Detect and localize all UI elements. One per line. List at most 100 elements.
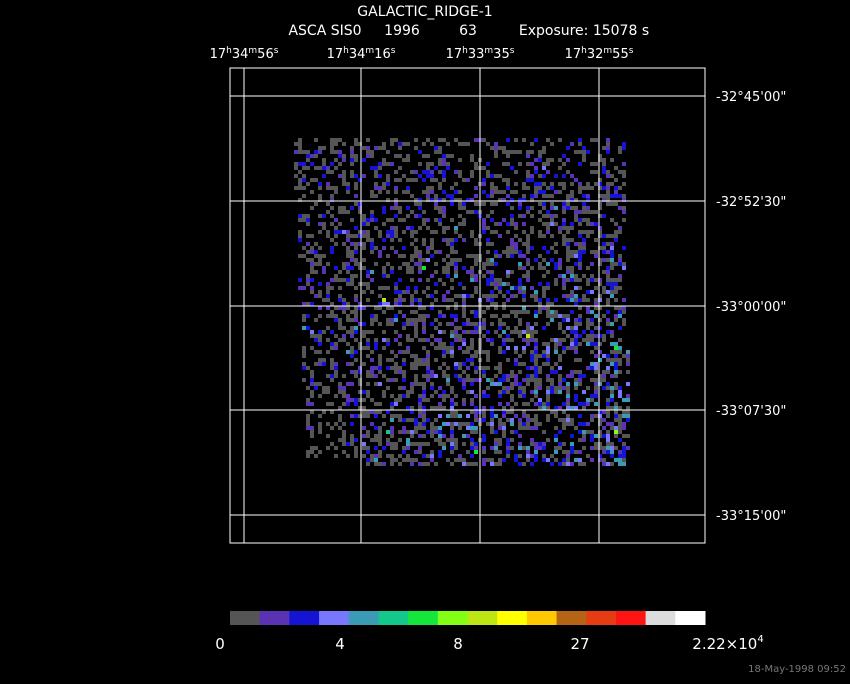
pixel [530, 194, 534, 198]
pixel [430, 322, 434, 326]
pixel [518, 394, 522, 398]
coordinate-grid [229, 67, 706, 544]
pixel [598, 378, 602, 382]
pixel [410, 230, 414, 234]
pixel [562, 274, 566, 278]
pixel [490, 182, 494, 186]
pixel [298, 234, 302, 238]
labels: 17h34m56s 17h34m16s 17h33m35s 17h32m55s-32°… [210, 46, 787, 524]
pixel [414, 254, 418, 258]
pixel [430, 230, 434, 234]
pixel [310, 446, 314, 450]
pixel [438, 338, 442, 342]
pixel [534, 422, 538, 426]
pixel [514, 358, 518, 362]
pixel [354, 358, 358, 362]
pixel [378, 162, 382, 166]
pixel [338, 386, 342, 390]
pixel [502, 178, 506, 182]
pixel [350, 258, 354, 262]
pixel [474, 278, 478, 282]
pixel [310, 250, 314, 254]
pixel [546, 302, 550, 306]
pixel [362, 454, 366, 458]
pixel [598, 382, 602, 386]
pixel [550, 194, 554, 198]
pixel [618, 194, 622, 198]
pixel [338, 162, 342, 166]
pixel [350, 350, 354, 354]
ra-label: 17h33m35s [446, 46, 515, 62]
pixel [502, 390, 506, 394]
pixel [498, 462, 502, 466]
pixel [490, 414, 494, 418]
pixel [394, 186, 398, 190]
pixel [390, 394, 394, 398]
pixel [530, 174, 534, 178]
pixel [398, 290, 402, 294]
pixel [518, 198, 522, 202]
pixel [602, 146, 606, 150]
pixel [442, 158, 446, 162]
pixel [398, 146, 402, 150]
pixel [566, 254, 570, 258]
pixel [470, 402, 474, 406]
pixel [374, 246, 378, 250]
pixel [350, 146, 354, 150]
pixel [482, 366, 486, 370]
pixel [450, 258, 454, 262]
pixel [438, 346, 442, 350]
pixel [458, 374, 462, 378]
pixel [578, 182, 582, 186]
pixel [450, 334, 454, 338]
pixel [406, 394, 410, 398]
pixel [558, 406, 562, 410]
pixel [514, 226, 518, 230]
pixel [322, 410, 326, 414]
pixel [534, 170, 538, 174]
pixel [302, 186, 306, 190]
pixel [610, 234, 614, 238]
pixel [366, 354, 370, 358]
pixel [566, 242, 570, 246]
pixel [602, 214, 606, 218]
pixel [530, 366, 534, 370]
pixel [466, 426, 470, 430]
pixel [302, 162, 306, 166]
pixel [514, 326, 518, 330]
pixel [398, 298, 402, 302]
pixel [610, 322, 614, 326]
pixel [506, 438, 510, 442]
pixel [562, 202, 566, 206]
pixel [326, 294, 330, 298]
pixel [606, 138, 610, 142]
pixel [378, 286, 382, 290]
pixel [378, 250, 382, 254]
pixel [402, 394, 406, 398]
pixel [562, 386, 566, 390]
pixel [618, 418, 622, 422]
pixel [498, 278, 502, 282]
pixel [566, 346, 570, 350]
pixel [546, 194, 550, 198]
pixel [534, 354, 538, 358]
pixel [542, 342, 546, 346]
pixel [498, 146, 502, 150]
pixel [322, 266, 326, 270]
pixel [542, 354, 546, 358]
pixel [410, 390, 414, 394]
pixel [334, 394, 338, 398]
pixel [394, 402, 398, 406]
pixel [482, 322, 486, 326]
pixel [422, 462, 426, 466]
pixel [534, 290, 538, 294]
pixel [522, 402, 526, 406]
pixel [374, 318, 378, 322]
pixel [366, 218, 370, 222]
pixel [542, 206, 546, 210]
pixel [574, 346, 578, 350]
pixel [418, 462, 422, 466]
pixel [606, 322, 610, 326]
pixel [594, 442, 598, 446]
pixel [506, 162, 510, 166]
